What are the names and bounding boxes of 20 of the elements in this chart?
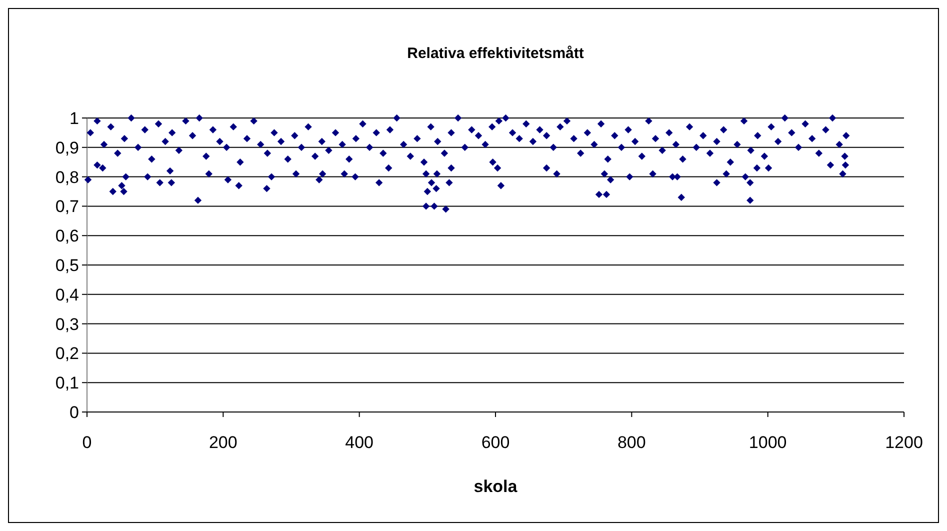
x-tick-label: 1000 <box>748 433 787 452</box>
x-tick-label: 800 <box>617 433 646 452</box>
x-axis-title: skola <box>474 477 518 496</box>
chart-title: Relativa effektivitetsmått <box>407 45 584 62</box>
x-tick-label: 400 <box>345 433 374 452</box>
y-tick-label: 0,7 <box>55 197 79 216</box>
y-tick-label: 0,8 <box>55 168 79 187</box>
x-tick-label: 600 <box>481 433 510 452</box>
x-tick-label: 0 <box>82 433 92 452</box>
y-tick-label: 0,3 <box>55 314 79 334</box>
x-tick-label: 1200 <box>885 433 923 452</box>
y-tick-label: 0,4 <box>55 285 79 304</box>
x-tick-label: 200 <box>208 433 238 452</box>
y-tick-label: 0,9 <box>55 138 79 158</box>
y-tick-label: 1 <box>70 108 79 128</box>
y-tick-label: 0,6 <box>55 226 79 246</box>
y-tick-label: 0,1 <box>55 374 79 393</box>
y-tick-label: 0,2 <box>55 344 79 364</box>
y-tick-label: 0 <box>70 402 79 422</box>
y-tick-label: 0,5 <box>55 256 79 275</box>
